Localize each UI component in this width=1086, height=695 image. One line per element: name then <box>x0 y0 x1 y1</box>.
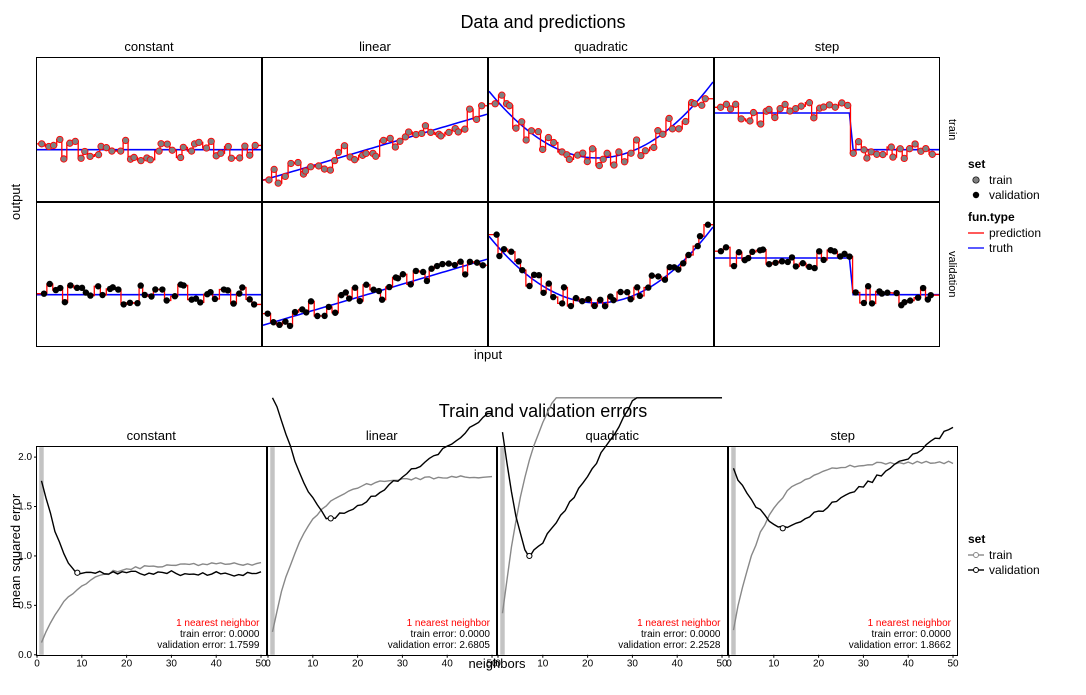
grid-top: output constant linear quadratic step 05… <box>8 37 1078 367</box>
svg-text:30: 30 <box>857 659 869 670</box>
legend-bot-train: train <box>968 548 1078 562</box>
strip-bot-step: step <box>728 426 959 446</box>
svg-text:0.0: 0.0 <box>18 650 32 661</box>
legend-bot-validation: validation <box>968 563 1078 577</box>
legend-bot-validation-label: validation <box>989 563 1040 577</box>
panel-constant-train: 05 <box>36 57 262 202</box>
legend-bot: set train validation <box>958 524 1078 578</box>
legend-prediction-label: prediction <box>989 226 1041 240</box>
svg-text:30: 30 <box>166 659 178 670</box>
strip-bot-quadratic: quadratic <box>497 426 728 446</box>
legend-top: set train validation fun.type prediction… <box>958 149 1078 256</box>
svg-text:20: 20 <box>352 659 364 670</box>
figure-top: Data and predictions output constant lin… <box>8 12 1078 367</box>
legend-set-title: set <box>968 157 1078 171</box>
legend-set-validation: validation <box>968 188 1078 202</box>
figure-bot: Train and validation errors mean squared… <box>8 401 1078 676</box>
annot-constant: 1 nearest neighbor train error: 0.0000 v… <box>157 618 259 651</box>
svg-text:0.5: 0.5 <box>18 600 32 611</box>
annot-quadratic: 1 nearest neighbor train error: 0.0000 v… <box>618 618 720 651</box>
legend-train-label: train <box>989 173 1012 187</box>
strip-bot-constant: constant <box>36 426 267 446</box>
panel-linear-validation: -2-10123 <box>262 202 488 347</box>
legend-fun-title: fun.type <box>968 210 1078 224</box>
panel-quadratic-train <box>488 57 714 202</box>
legend-prediction-icon <box>968 227 984 239</box>
svg-text:40: 40 <box>441 659 453 670</box>
panel-err-step: 01020304050 1 nearest neighbor train err… <box>728 446 959 656</box>
svg-text:10: 10 <box>537 659 549 670</box>
panel-err-linear: 01020304050 1 nearest neighbor train err… <box>267 446 498 656</box>
svg-text:10: 10 <box>768 659 780 670</box>
svg-text:40: 40 <box>211 659 223 670</box>
strip-train: train <box>940 57 958 202</box>
svg-text:10: 10 <box>307 659 319 670</box>
svg-text:30: 30 <box>627 659 639 670</box>
panel-err-quadratic: 01020304050 1 nearest neighbor train err… <box>497 446 728 656</box>
title-bot: Train and validation errors <box>8 401 1078 422</box>
legend-truth: truth <box>968 241 1078 255</box>
svg-text:0: 0 <box>726 659 732 670</box>
svg-text:1.5: 1.5 <box>18 502 32 513</box>
annot-quadratic-train: train error: 0.0000 <box>618 629 720 640</box>
annot-step-nn: 1 nearest neighbor <box>849 618 951 629</box>
legend-bot-train-icon <box>968 549 984 561</box>
legend-set-train: train <box>968 173 1078 187</box>
legend-prediction: prediction <box>968 226 1078 240</box>
legend-bot-validation-icon <box>968 564 984 576</box>
annot-step-val: validation error: 1.8662 <box>849 640 951 651</box>
svg-text:10: 10 <box>76 659 88 670</box>
svg-text:20: 20 <box>121 659 133 670</box>
svg-text:50: 50 <box>947 659 959 670</box>
annot-quadratic-val: validation error: 2.2528 <box>618 640 720 651</box>
strip-linear: linear <box>262 37 488 57</box>
svg-text:20: 20 <box>582 659 594 670</box>
legend-truth-label: truth <box>989 241 1013 255</box>
svg-text:30: 30 <box>396 659 408 670</box>
title-top: Data and predictions <box>8 12 1078 33</box>
strip-quadratic: quadratic <box>488 37 714 57</box>
svg-text:0: 0 <box>34 659 40 670</box>
annot-constant-train: train error: 0.0000 <box>157 629 259 640</box>
annot-step: 1 nearest neighbor train error: 0.0000 v… <box>849 618 951 651</box>
legend-train-icon <box>968 174 984 186</box>
legend-validation-label: validation <box>989 188 1040 202</box>
svg-text:40: 40 <box>902 659 914 670</box>
legend-validation-icon <box>968 189 984 201</box>
svg-text:20: 20 <box>813 659 825 670</box>
svg-text:2.0: 2.0 <box>18 452 32 463</box>
legend-truth-icon <box>968 242 984 254</box>
annot-linear-val: validation error: 2.6805 <box>388 640 490 651</box>
grid-bot: mean squared error constant linear quadr… <box>8 426 1078 676</box>
strip-constant: constant <box>36 37 262 57</box>
ylab-top: output <box>8 57 36 347</box>
svg-text:40: 40 <box>672 659 684 670</box>
panel-step-train <box>714 57 940 202</box>
annot-constant-nn: 1 nearest neighbor <box>157 618 259 629</box>
annot-linear: 1 nearest neighbor train error: 0.0000 v… <box>388 618 490 651</box>
svg-text:0: 0 <box>265 659 271 670</box>
panel-linear-train <box>262 57 488 202</box>
panel-quadratic-validation: -2-10123 <box>488 202 714 347</box>
svg-text:0: 0 <box>495 659 501 670</box>
xlab-top: input <box>36 347 940 367</box>
strip-validation: validation <box>940 202 958 347</box>
panel-step-validation: -2-10123 <box>714 202 940 347</box>
annot-quadratic-nn: 1 nearest neighbor <box>618 618 720 629</box>
svg-text:1.0: 1.0 <box>18 551 32 562</box>
strip-step: step <box>714 37 940 57</box>
annot-step-train: train error: 0.0000 <box>849 629 951 640</box>
panel-err-constant: 0.00.51.01.52.001020304050 1 nearest nei… <box>36 446 267 656</box>
annot-linear-train: train error: 0.0000 <box>388 629 490 640</box>
legend-bot-train-label: train <box>989 548 1012 562</box>
legend-bot-title: set <box>968 532 1078 546</box>
annot-linear-nn: 1 nearest neighbor <box>388 618 490 629</box>
annot-constant-val: validation error: 1.7599 <box>157 640 259 651</box>
panel-constant-validation: 05-2-10123 <box>36 202 262 347</box>
